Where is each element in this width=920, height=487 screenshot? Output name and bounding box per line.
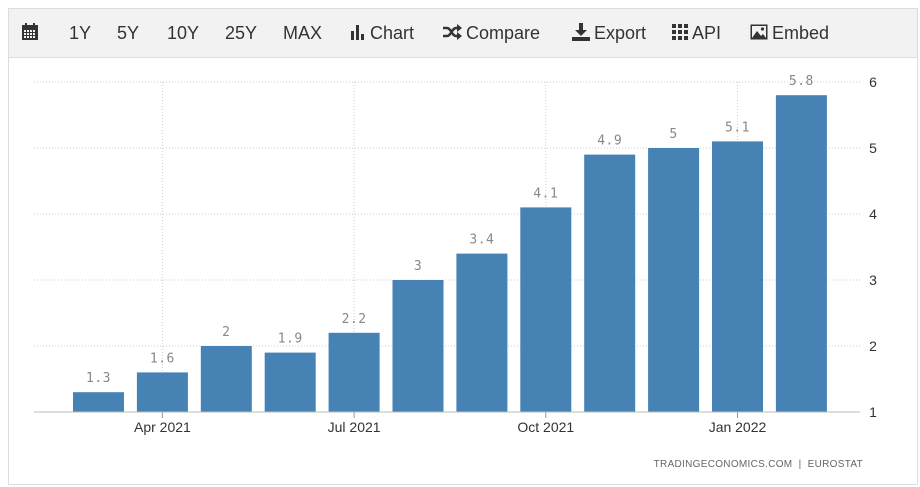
- toolbar: 1Y 5Y 10Y 25Y MAX Chart Compare Export: [8, 8, 918, 58]
- bar: [520, 207, 572, 412]
- export-label: Export: [594, 23, 647, 43]
- y-tick-label: 1: [869, 404, 877, 420]
- bar-value-label: 2.2: [342, 312, 367, 327]
- bar: [264, 352, 316, 412]
- image-icon: [750, 24, 768, 40]
- grid-icon: [672, 24, 688, 41]
- y-tick-label: 5: [869, 140, 877, 156]
- bar: [392, 280, 444, 412]
- bar: [775, 95, 827, 412]
- bar: [136, 372, 188, 412]
- bar: [73, 392, 124, 412]
- bar: [456, 253, 508, 412]
- embed-button[interactable]: Embed: [750, 9, 829, 57]
- bar-value-label: 4.1: [533, 186, 558, 201]
- bar-chart-icon: [351, 25, 364, 41]
- api-label: API: [692, 23, 722, 43]
- bar-value-label: 1.3: [86, 371, 111, 386]
- bar: [648, 148, 700, 412]
- calendar-icon[interactable]: [21, 9, 39, 57]
- bar: [200, 346, 252, 412]
- x-tick-label: Jan 2022: [709, 419, 767, 435]
- x-tick-label: Oct 2021: [517, 419, 574, 435]
- range-1y-button[interactable]: 1Y: [69, 23, 92, 43]
- bar: [328, 332, 380, 412]
- bar: [584, 154, 636, 412]
- bar-value-label: 1.6: [150, 351, 175, 366]
- bar-value-label: 1.9: [278, 332, 303, 347]
- bar-value-label: 3: [414, 259, 422, 274]
- x-tick-label: Apr 2021: [134, 419, 191, 435]
- bar-value-label: 5.8: [789, 74, 814, 89]
- chart-button[interactable]: Chart: [350, 9, 414, 57]
- bar-value-label: 5: [669, 127, 677, 142]
- compare-button[interactable]: Compare: [442, 9, 540, 57]
- bar-value-label: 5.1: [725, 120, 750, 135]
- embed-label: Embed: [772, 23, 830, 43]
- bar-value-label: 3.4: [469, 233, 494, 248]
- bar-value-label: 4.9: [597, 134, 622, 149]
- x-tick-label: Jul 2021: [328, 419, 381, 435]
- bar-value-label: 2: [222, 325, 230, 340]
- y-tick-label: 4: [869, 206, 877, 222]
- download-icon: [572, 23, 590, 42]
- export-button[interactable]: Export: [572, 9, 646, 57]
- range-max-button[interactable]: MAX: [283, 23, 323, 43]
- bar: [712, 141, 763, 412]
- compare-label: Compare: [466, 23, 541, 43]
- range-5y-button[interactable]: 5Y: [117, 23, 140, 43]
- range-25y-button[interactable]: 25Y: [225, 23, 258, 43]
- y-tick-label: 3: [869, 272, 877, 288]
- chart-label: Chart: [370, 23, 415, 43]
- y-tick-label: 6: [869, 74, 877, 90]
- api-button[interactable]: API: [672, 9, 721, 57]
- range-10y-button[interactable]: 10Y: [167, 23, 200, 43]
- shuffle-icon: [443, 24, 462, 41]
- y-tick-label: 2: [869, 338, 877, 354]
